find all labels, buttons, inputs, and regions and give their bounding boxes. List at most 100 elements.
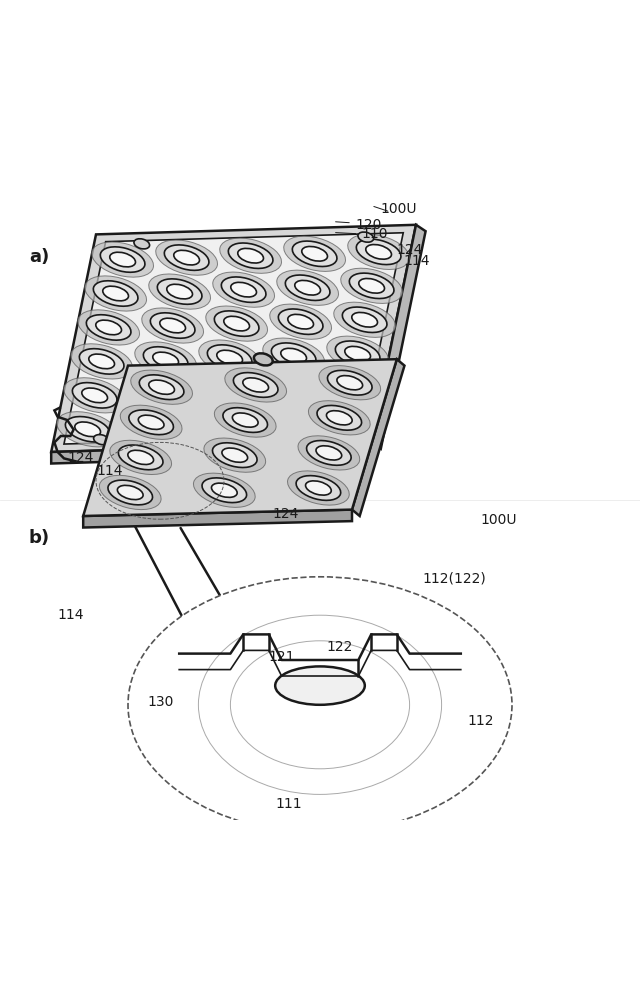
Polygon shape	[51, 442, 371, 464]
Ellipse shape	[224, 316, 250, 331]
Ellipse shape	[148, 274, 211, 309]
Ellipse shape	[202, 478, 246, 503]
Ellipse shape	[328, 370, 372, 395]
Polygon shape	[83, 510, 352, 528]
Ellipse shape	[328, 375, 373, 400]
Text: a): a)	[29, 248, 49, 266]
Ellipse shape	[131, 370, 193, 404]
Ellipse shape	[317, 405, 362, 430]
Ellipse shape	[296, 476, 340, 500]
Ellipse shape	[65, 417, 110, 442]
Ellipse shape	[210, 384, 236, 399]
Ellipse shape	[103, 286, 129, 301]
Ellipse shape	[146, 386, 172, 401]
Ellipse shape	[264, 377, 309, 402]
Ellipse shape	[295, 280, 321, 295]
Ellipse shape	[203, 418, 228, 433]
Ellipse shape	[110, 440, 172, 475]
Ellipse shape	[92, 242, 154, 277]
Ellipse shape	[358, 232, 374, 242]
Ellipse shape	[274, 382, 300, 397]
Ellipse shape	[270, 304, 332, 339]
Ellipse shape	[222, 448, 248, 462]
Ellipse shape	[167, 284, 193, 299]
Text: 100U: 100U	[480, 513, 516, 527]
Ellipse shape	[214, 403, 276, 437]
Ellipse shape	[243, 378, 269, 392]
Text: 124: 124	[272, 507, 298, 521]
Ellipse shape	[316, 446, 342, 460]
Text: 120: 120	[355, 218, 381, 232]
Ellipse shape	[217, 350, 243, 365]
Text: 114: 114	[58, 608, 84, 622]
Text: 114: 114	[403, 254, 429, 268]
Ellipse shape	[129, 415, 174, 440]
Polygon shape	[83, 359, 397, 516]
Ellipse shape	[345, 346, 371, 361]
Ellipse shape	[199, 340, 260, 375]
Ellipse shape	[327, 336, 388, 371]
Ellipse shape	[164, 245, 209, 270]
Text: 112(122): 112(122)	[422, 571, 486, 585]
Ellipse shape	[292, 241, 337, 267]
Ellipse shape	[82, 388, 108, 403]
Ellipse shape	[334, 302, 396, 337]
Ellipse shape	[281, 348, 307, 363]
Ellipse shape	[212, 272, 275, 307]
Ellipse shape	[271, 343, 316, 368]
Polygon shape	[352, 359, 404, 516]
Polygon shape	[64, 233, 403, 444]
Ellipse shape	[276, 270, 339, 305]
Ellipse shape	[93, 435, 109, 445]
Ellipse shape	[249, 406, 310, 441]
Text: 112: 112	[467, 714, 493, 728]
Ellipse shape	[93, 281, 138, 306]
Ellipse shape	[128, 450, 154, 465]
Ellipse shape	[160, 318, 186, 333]
Ellipse shape	[348, 234, 410, 269]
Ellipse shape	[223, 408, 268, 432]
Ellipse shape	[135, 342, 196, 377]
Text: 124: 124	[67, 451, 93, 465]
Ellipse shape	[78, 310, 140, 345]
Ellipse shape	[335, 341, 380, 366]
Ellipse shape	[284, 236, 346, 271]
Ellipse shape	[331, 414, 356, 429]
Ellipse shape	[96, 320, 122, 335]
Ellipse shape	[128, 577, 512, 833]
Ellipse shape	[157, 279, 202, 304]
Ellipse shape	[317, 428, 333, 438]
Ellipse shape	[156, 240, 218, 275]
Ellipse shape	[212, 443, 257, 468]
Ellipse shape	[225, 368, 287, 402]
Ellipse shape	[254, 353, 273, 365]
Ellipse shape	[120, 405, 182, 439]
Ellipse shape	[72, 383, 117, 408]
Ellipse shape	[128, 376, 189, 411]
Ellipse shape	[136, 381, 181, 406]
Ellipse shape	[338, 380, 364, 395]
Ellipse shape	[140, 375, 184, 400]
Text: 100U: 100U	[381, 202, 417, 216]
Ellipse shape	[214, 311, 259, 336]
Ellipse shape	[298, 436, 360, 470]
Ellipse shape	[89, 354, 115, 369]
Ellipse shape	[307, 441, 351, 465]
Ellipse shape	[342, 307, 387, 332]
Ellipse shape	[305, 481, 332, 495]
Ellipse shape	[185, 408, 246, 443]
Ellipse shape	[193, 413, 238, 438]
Ellipse shape	[109, 252, 136, 267]
Ellipse shape	[138, 415, 164, 429]
Ellipse shape	[220, 238, 282, 273]
Ellipse shape	[108, 480, 152, 505]
Ellipse shape	[326, 411, 352, 425]
Ellipse shape	[337, 376, 363, 390]
Ellipse shape	[308, 401, 370, 435]
Ellipse shape	[64, 378, 125, 413]
Ellipse shape	[84, 276, 147, 311]
Ellipse shape	[356, 239, 401, 265]
Polygon shape	[51, 225, 416, 452]
Ellipse shape	[352, 312, 378, 327]
Ellipse shape	[349, 273, 394, 299]
